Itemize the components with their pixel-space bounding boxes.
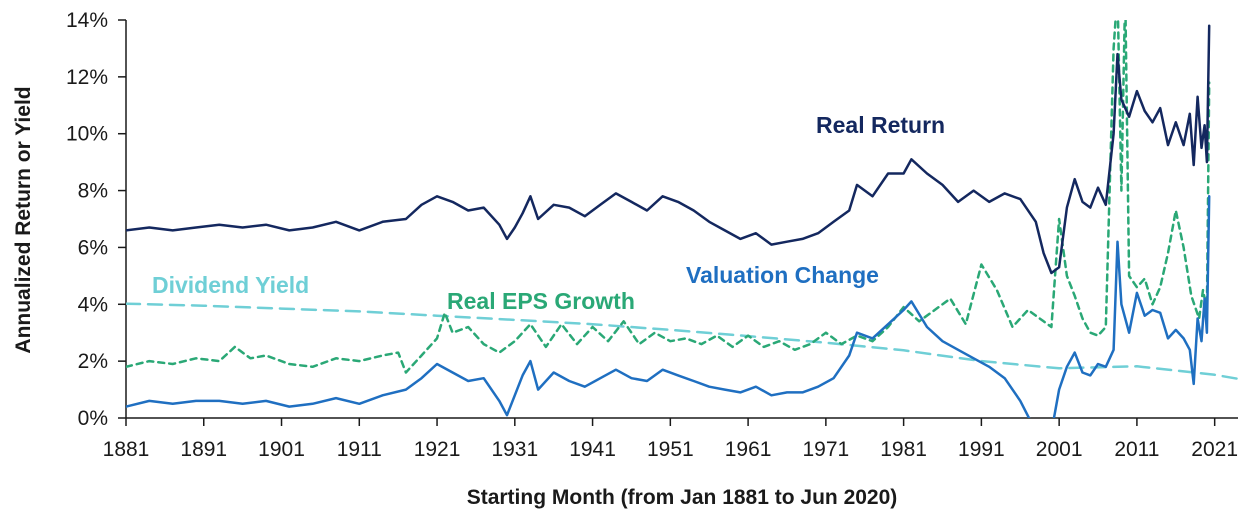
y-axis-title: Annualized Return or Yield	[12, 86, 35, 353]
x-tick-label: 1951	[647, 438, 694, 461]
ticks: 0% 2% 4% 6% 8% 10% 12% 14% 1881 1891 1901 1911 1921 1…	[66, 9, 1238, 461]
series-line-real-eps-growth	[126, 20, 1211, 374]
y-tick-label: 14%	[66, 9, 108, 32]
series-line-real-return	[126, 24, 1211, 275]
label-real-return: Real Return	[816, 112, 945, 138]
y-tick-label: 4%	[78, 293, 108, 316]
x-tick-label: 1991	[958, 438, 1005, 461]
x-tick-label: 1911	[337, 438, 382, 461]
x-tick-label: 1891	[180, 438, 227, 461]
y-tick-label: 10%	[66, 123, 108, 146]
x-axis-title: Starting Month (from Jan 1881 to Jun 202…	[467, 486, 898, 509]
x-tick-label: 1981	[880, 438, 927, 461]
x-tick-label: 1921	[414, 438, 461, 461]
series	[126, 20, 1238, 418]
x-tick-label: 1961	[725, 438, 772, 461]
y-tick-label: 12%	[66, 66, 108, 89]
label-real-eps-growth: Real EPS Growth	[447, 288, 635, 314]
label-valuation-change: Valuation Change	[686, 262, 879, 288]
x-tick-label: 1881	[103, 438, 150, 461]
x-tick-label: 1971	[803, 438, 850, 461]
y-tick-label: 0%	[78, 407, 108, 430]
series-line-valuation-change	[126, 195, 1211, 418]
x-tick-label: 1901	[258, 438, 305, 461]
y-tick-label: 6%	[78, 236, 108, 259]
x-tick-label: 2001	[1036, 438, 1083, 461]
x-tick-label: 2011	[1114, 438, 1159, 461]
x-tick-label: 1931	[491, 438, 538, 461]
label-dividend-yield: Dividend Yield	[152, 272, 309, 298]
series-line-dividend-yield	[126, 302, 1238, 381]
axes	[125, 20, 1238, 419]
x-tick-label: 2021	[1191, 438, 1238, 461]
y-tick-label: 2%	[78, 350, 108, 373]
x-tick-label: 1941	[569, 438, 616, 461]
y-tick-label: 8%	[78, 180, 108, 203]
